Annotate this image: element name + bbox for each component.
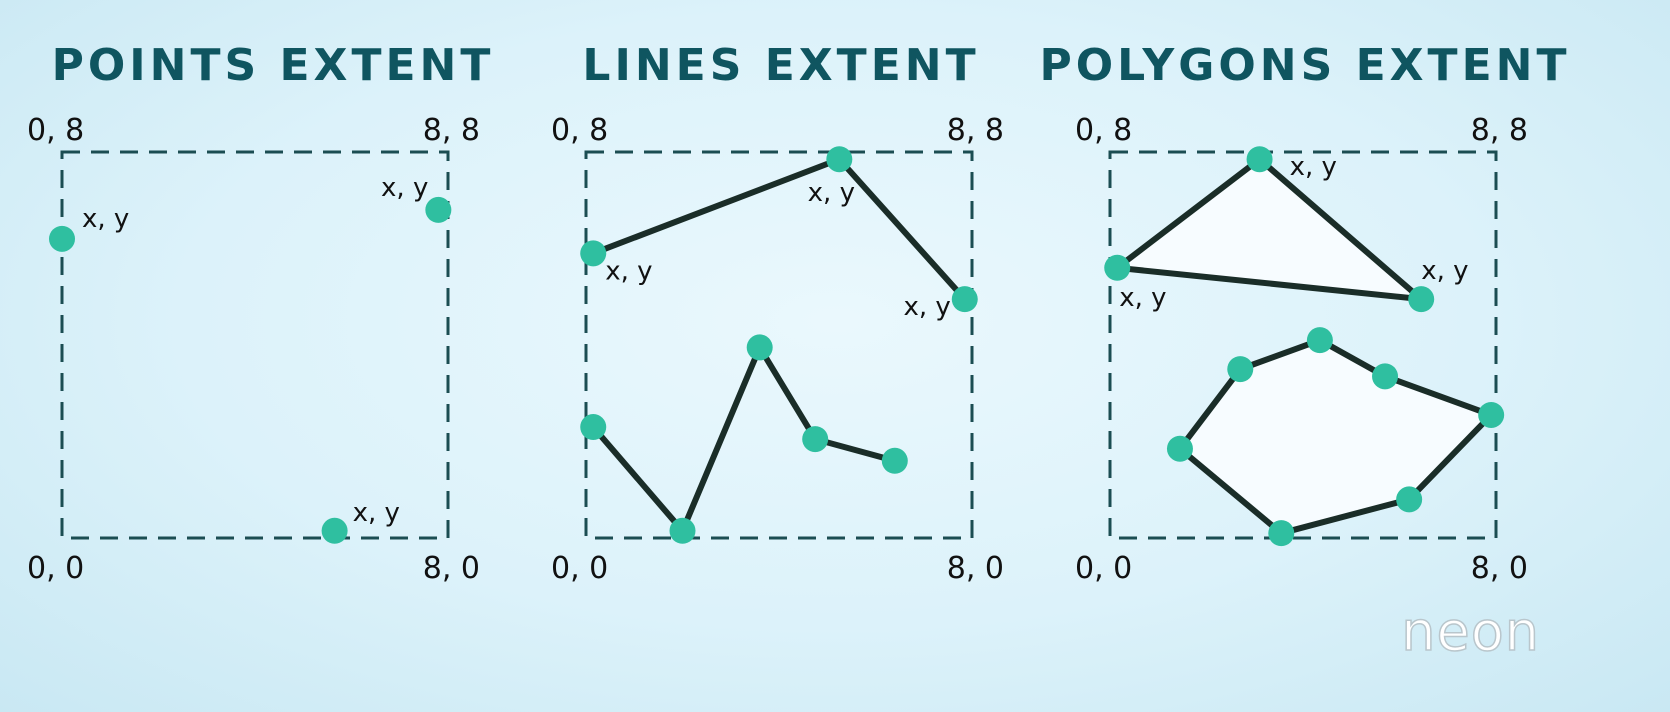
vertex-point <box>425 196 452 223</box>
panel-title-polygons: POLYGONS EXTENT <box>1040 40 1571 91</box>
corner-label-top-right: 8, 8 <box>1471 113 1528 148</box>
panel-title-points: POINTS EXTENT <box>52 40 495 91</box>
vertex-label: x, y <box>1290 152 1337 182</box>
vertex-point <box>1104 254 1131 281</box>
corner-label-bottom-left: 0, 0 <box>27 551 84 586</box>
panel-polygons: POLYGONS EXTENT 0, 8 8, 8 0, 0 8, 0 x, y… <box>1040 40 1571 586</box>
polygon-feature <box>1176 337 1495 537</box>
vertex-point <box>1408 286 1435 313</box>
vertex-point <box>669 517 696 544</box>
corner-label-top-right: 8, 8 <box>947 113 1004 148</box>
vertex-point <box>1396 486 1423 513</box>
panel-title-lines: LINES EXTENT <box>582 40 979 91</box>
vertex-point <box>321 517 348 544</box>
corner-label-bottom-right: 8, 0 <box>947 551 1004 586</box>
vertex-point <box>746 334 773 361</box>
vertex-point <box>1306 327 1333 354</box>
points-layer: x, y x, y x, y <box>49 173 452 544</box>
line-feature <box>590 340 898 537</box>
vertex-point <box>802 426 829 453</box>
vertex-point <box>1372 363 1399 390</box>
polygon-feature <box>1114 156 1425 303</box>
vertex-point <box>580 240 607 267</box>
vertex-label: x, y <box>1119 283 1166 313</box>
corner-label-bottom-left: 0, 0 <box>551 551 608 586</box>
vertex-point <box>1246 146 1273 173</box>
corner-label-bottom-left: 0, 0 <box>1075 551 1132 586</box>
vertex-point <box>1227 356 1254 383</box>
vertex-point <box>826 146 853 173</box>
vertex-label: x, y <box>353 498 400 528</box>
corner-label-bottom-right: 8, 0 <box>1471 551 1528 586</box>
corner-label-top-left: 0, 8 <box>551 113 608 148</box>
vertex-label: x, y <box>381 173 428 203</box>
corner-label-bottom-right: 8, 0 <box>423 551 480 586</box>
extent-box-lines <box>584 150 974 540</box>
vertex-label: x, y <box>82 204 129 234</box>
lines-layer: x, y x, y x, y <box>580 146 978 544</box>
vertex-point <box>951 286 978 313</box>
corner-label-top-right: 8, 8 <box>423 113 480 148</box>
vertex-point <box>1268 520 1295 547</box>
vertex-label: x, y <box>1421 256 1468 286</box>
vertex-point <box>1478 401 1505 428</box>
panel-points: POINTS EXTENT 0, 8 8, 8 0, 0 8, 0 x, yx,… <box>27 40 495 586</box>
corner-label-top-left: 0, 8 <box>27 113 84 148</box>
vertex-label: x, y <box>903 292 950 322</box>
extent-box-points <box>60 150 450 540</box>
neon-logo-text: neon <box>1401 600 1540 663</box>
vertex-label: x, y <box>808 178 855 208</box>
extent-box-polygons <box>1108 150 1498 540</box>
vertex-label: x, y <box>605 256 652 286</box>
panel-lines: LINES EXTENT 0, 8 8, 8 0, 0 8, 0 x, yx, … <box>551 40 1004 586</box>
vertex-point <box>881 447 908 474</box>
corner-label-top-left: 0, 8 <box>1075 113 1132 148</box>
neon-logo: neon <box>1401 599 1540 664</box>
vertex-point <box>49 225 75 252</box>
polygons-layer: x, y x, y x, y <box>1104 146 1505 547</box>
vertex-point <box>1166 435 1193 462</box>
vertex-point <box>580 414 607 441</box>
